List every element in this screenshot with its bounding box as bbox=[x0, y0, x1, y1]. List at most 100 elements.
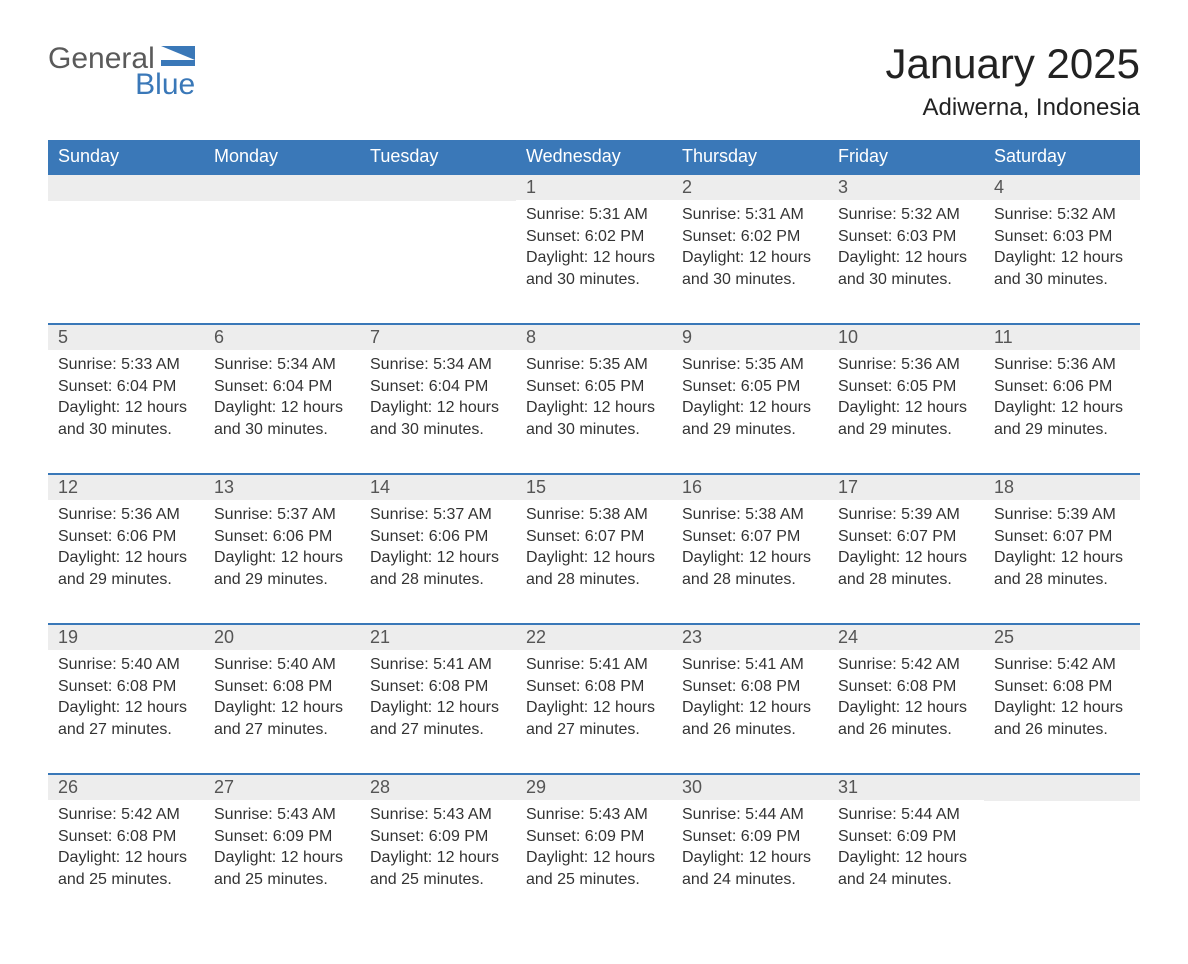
day-number: 11 bbox=[984, 325, 1140, 350]
calendar-day-cell: 15Sunrise: 5:38 AMSunset: 6:07 PMDayligh… bbox=[516, 474, 672, 624]
day-number bbox=[48, 175, 204, 201]
sunset-text: Sunset: 6:07 PM bbox=[838, 526, 974, 548]
calendar-day-cell bbox=[984, 774, 1140, 924]
calendar-day-cell: 2Sunrise: 5:31 AMSunset: 6:02 PMDaylight… bbox=[672, 174, 828, 324]
day-number bbox=[204, 175, 360, 201]
daylight-text: Daylight: 12 hours and 27 minutes. bbox=[370, 697, 506, 740]
calendar-day-cell: 24Sunrise: 5:42 AMSunset: 6:08 PMDayligh… bbox=[828, 624, 984, 774]
calendar-day-cell: 5Sunrise: 5:33 AMSunset: 6:04 PMDaylight… bbox=[48, 324, 204, 474]
day-details: Sunrise: 5:36 AMSunset: 6:05 PMDaylight:… bbox=[828, 350, 984, 450]
calendar-body: 1Sunrise: 5:31 AMSunset: 6:02 PMDaylight… bbox=[48, 174, 1140, 924]
sunrise-text: Sunrise: 5:42 AM bbox=[838, 654, 974, 676]
sunset-text: Sunset: 6:08 PM bbox=[58, 676, 194, 698]
day-details: Sunrise: 5:36 AMSunset: 6:06 PMDaylight:… bbox=[48, 500, 204, 600]
daylight-text: Daylight: 12 hours and 25 minutes. bbox=[214, 847, 350, 890]
day-number: 10 bbox=[828, 325, 984, 350]
day-details: Sunrise: 5:32 AMSunset: 6:03 PMDaylight:… bbox=[984, 200, 1140, 300]
day-details: Sunrise: 5:42 AMSunset: 6:08 PMDaylight:… bbox=[48, 800, 204, 900]
calendar-day-cell: 8Sunrise: 5:35 AMSunset: 6:05 PMDaylight… bbox=[516, 324, 672, 474]
calendar-day-cell: 11Sunrise: 5:36 AMSunset: 6:06 PMDayligh… bbox=[984, 324, 1140, 474]
sunset-text: Sunset: 6:05 PM bbox=[526, 376, 662, 398]
day-details: Sunrise: 5:41 AMSunset: 6:08 PMDaylight:… bbox=[360, 650, 516, 750]
sunrise-text: Sunrise: 5:41 AM bbox=[682, 654, 818, 676]
daylight-text: Daylight: 12 hours and 26 minutes. bbox=[838, 697, 974, 740]
sunrise-text: Sunrise: 5:31 AM bbox=[682, 204, 818, 226]
sunset-text: Sunset: 6:02 PM bbox=[526, 226, 662, 248]
sunset-text: Sunset: 6:08 PM bbox=[682, 676, 818, 698]
day-number: 6 bbox=[204, 325, 360, 350]
sunset-text: Sunset: 6:09 PM bbox=[214, 826, 350, 848]
sunset-text: Sunset: 6:03 PM bbox=[994, 226, 1130, 248]
sunrise-text: Sunrise: 5:38 AM bbox=[526, 504, 662, 526]
sunrise-text: Sunrise: 5:38 AM bbox=[682, 504, 818, 526]
calendar-day-cell: 23Sunrise: 5:41 AMSunset: 6:08 PMDayligh… bbox=[672, 624, 828, 774]
sunrise-text: Sunrise: 5:43 AM bbox=[214, 804, 350, 826]
day-details: Sunrise: 5:41 AMSunset: 6:08 PMDaylight:… bbox=[516, 650, 672, 750]
daylight-text: Daylight: 12 hours and 27 minutes. bbox=[58, 697, 194, 740]
calendar-week-row: 19Sunrise: 5:40 AMSunset: 6:08 PMDayligh… bbox=[48, 624, 1140, 774]
daylight-text: Daylight: 12 hours and 29 minutes. bbox=[58, 547, 194, 590]
calendar-day-cell: 29Sunrise: 5:43 AMSunset: 6:09 PMDayligh… bbox=[516, 774, 672, 924]
day-details: Sunrise: 5:36 AMSunset: 6:06 PMDaylight:… bbox=[984, 350, 1140, 450]
day-number: 14 bbox=[360, 475, 516, 500]
day-details: Sunrise: 5:38 AMSunset: 6:07 PMDaylight:… bbox=[672, 500, 828, 600]
calendar-day-cell: 13Sunrise: 5:37 AMSunset: 6:06 PMDayligh… bbox=[204, 474, 360, 624]
sunrise-text: Sunrise: 5:41 AM bbox=[370, 654, 506, 676]
daylight-text: Daylight: 12 hours and 27 minutes. bbox=[214, 697, 350, 740]
sunrise-text: Sunrise: 5:35 AM bbox=[526, 354, 662, 376]
sunset-text: Sunset: 6:06 PM bbox=[994, 376, 1130, 398]
sunrise-text: Sunrise: 5:43 AM bbox=[526, 804, 662, 826]
day-details: Sunrise: 5:34 AMSunset: 6:04 PMDaylight:… bbox=[204, 350, 360, 450]
day-number: 15 bbox=[516, 475, 672, 500]
sunrise-text: Sunrise: 5:44 AM bbox=[838, 804, 974, 826]
day-number: 22 bbox=[516, 625, 672, 650]
sunset-text: Sunset: 6:08 PM bbox=[370, 676, 506, 698]
calendar-day-cell bbox=[204, 174, 360, 324]
calendar-table: SundayMondayTuesdayWednesdayThursdayFrid… bbox=[48, 140, 1140, 924]
sunset-text: Sunset: 6:04 PM bbox=[58, 376, 194, 398]
day-details: Sunrise: 5:40 AMSunset: 6:08 PMDaylight:… bbox=[48, 650, 204, 750]
title-block: January 2025 Adiwerna, Indonesia bbox=[885, 40, 1140, 122]
day-details: Sunrise: 5:32 AMSunset: 6:03 PMDaylight:… bbox=[828, 200, 984, 300]
daylight-text: Daylight: 12 hours and 30 minutes. bbox=[838, 247, 974, 290]
day-details: Sunrise: 5:35 AMSunset: 6:05 PMDaylight:… bbox=[516, 350, 672, 450]
sunrise-text: Sunrise: 5:40 AM bbox=[58, 654, 194, 676]
sunset-text: Sunset: 6:04 PM bbox=[214, 376, 350, 398]
logo: General Blue bbox=[48, 40, 195, 100]
daylight-text: Daylight: 12 hours and 30 minutes. bbox=[526, 247, 662, 290]
day-details: Sunrise: 5:38 AMSunset: 6:07 PMDaylight:… bbox=[516, 500, 672, 600]
day-details: Sunrise: 5:42 AMSunset: 6:08 PMDaylight:… bbox=[828, 650, 984, 750]
weekday-header: Friday bbox=[828, 140, 984, 174]
day-number: 25 bbox=[984, 625, 1140, 650]
sunset-text: Sunset: 6:07 PM bbox=[526, 526, 662, 548]
page-title: January 2025 bbox=[885, 40, 1140, 88]
daylight-text: Daylight: 12 hours and 28 minutes. bbox=[682, 547, 818, 590]
day-details: Sunrise: 5:31 AMSunset: 6:02 PMDaylight:… bbox=[516, 200, 672, 300]
sunrise-text: Sunrise: 5:39 AM bbox=[838, 504, 974, 526]
day-details: Sunrise: 5:33 AMSunset: 6:04 PMDaylight:… bbox=[48, 350, 204, 450]
daylight-text: Daylight: 12 hours and 29 minutes. bbox=[838, 397, 974, 440]
daylight-text: Daylight: 12 hours and 30 minutes. bbox=[994, 247, 1130, 290]
day-details: Sunrise: 5:39 AMSunset: 6:07 PMDaylight:… bbox=[984, 500, 1140, 600]
day-number: 29 bbox=[516, 775, 672, 800]
daylight-text: Daylight: 12 hours and 24 minutes. bbox=[838, 847, 974, 890]
day-details: Sunrise: 5:40 AMSunset: 6:08 PMDaylight:… bbox=[204, 650, 360, 750]
sunrise-text: Sunrise: 5:42 AM bbox=[58, 804, 194, 826]
sunset-text: Sunset: 6:09 PM bbox=[682, 826, 818, 848]
day-number: 18 bbox=[984, 475, 1140, 500]
calendar-day-cell: 16Sunrise: 5:38 AMSunset: 6:07 PMDayligh… bbox=[672, 474, 828, 624]
sunset-text: Sunset: 6:09 PM bbox=[838, 826, 974, 848]
calendar-day-cell: 1Sunrise: 5:31 AMSunset: 6:02 PMDaylight… bbox=[516, 174, 672, 324]
day-number: 24 bbox=[828, 625, 984, 650]
day-details: Sunrise: 5:42 AMSunset: 6:08 PMDaylight:… bbox=[984, 650, 1140, 750]
daylight-text: Daylight: 12 hours and 30 minutes. bbox=[526, 397, 662, 440]
day-number: 23 bbox=[672, 625, 828, 650]
sunrise-text: Sunrise: 5:41 AM bbox=[526, 654, 662, 676]
sunset-text: Sunset: 6:09 PM bbox=[370, 826, 506, 848]
day-number: 5 bbox=[48, 325, 204, 350]
calendar-day-cell: 20Sunrise: 5:40 AMSunset: 6:08 PMDayligh… bbox=[204, 624, 360, 774]
sunrise-text: Sunrise: 5:36 AM bbox=[58, 504, 194, 526]
sunset-text: Sunset: 6:05 PM bbox=[838, 376, 974, 398]
calendar-day-cell: 3Sunrise: 5:32 AMSunset: 6:03 PMDaylight… bbox=[828, 174, 984, 324]
day-number: 20 bbox=[204, 625, 360, 650]
